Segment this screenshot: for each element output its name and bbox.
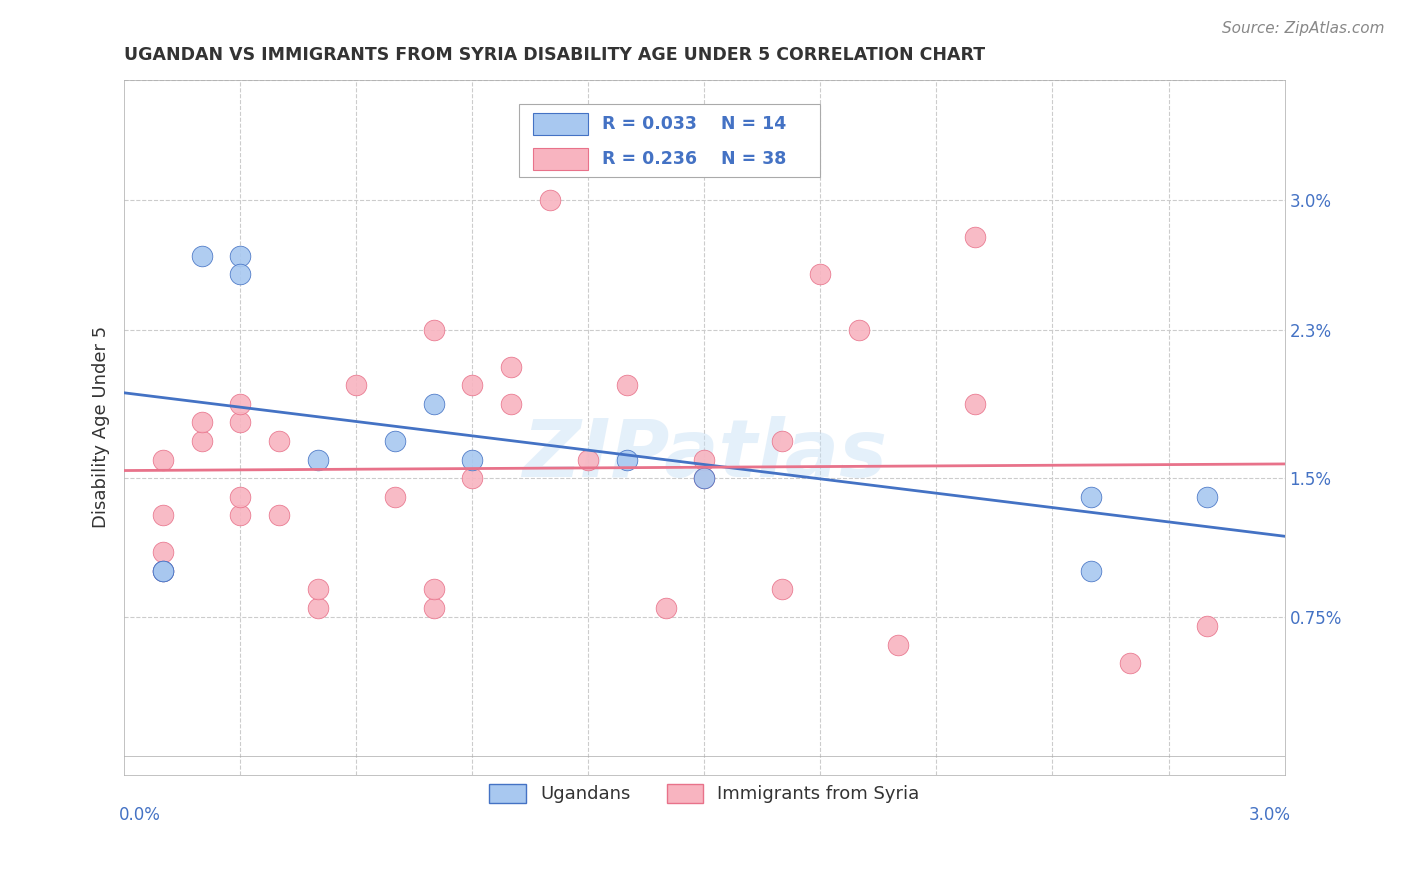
Point [499,359,522,374]
Point [229,267,252,281]
Text: R = 0.033    N = 14: R = 0.033 N = 14 [602,115,786,133]
Point [384,490,406,504]
Point [693,471,716,485]
Point [1119,657,1142,671]
Point [616,378,638,392]
Point [693,471,716,485]
Text: UGANDAN VS IMMIGRANTS FROM SYRIA DISABILITY AGE UNDER 5 CORRELATION CHART: UGANDAN VS IMMIGRANTS FROM SYRIA DISABIL… [124,46,986,64]
Point [770,434,793,448]
Point [616,452,638,467]
Point [1080,564,1102,578]
Point [307,452,329,467]
FancyBboxPatch shape [533,147,588,169]
Point [384,434,406,448]
Point [1197,619,1219,633]
Point [461,471,484,485]
Point [307,600,329,615]
Text: 3.0%: 3.0% [1249,805,1291,824]
Point [152,564,174,578]
Text: Source: ZipAtlas.com: Source: ZipAtlas.com [1222,21,1385,36]
Point [190,249,212,263]
Point [887,638,910,652]
Text: R = 0.236    N = 38: R = 0.236 N = 38 [602,150,786,168]
Point [770,582,793,597]
Point [152,564,174,578]
FancyBboxPatch shape [519,104,821,177]
Point [152,564,174,578]
Point [229,508,252,523]
Y-axis label: Disability Age Under 5: Disability Age Under 5 [93,326,110,528]
Point [229,249,252,263]
Point [267,434,290,448]
Point [307,582,329,597]
Point [693,452,716,467]
Point [654,600,676,615]
Point [190,416,212,430]
Point [1080,490,1102,504]
Point [538,193,561,207]
Point [461,452,484,467]
Point [229,416,252,430]
Point [344,378,367,392]
Point [229,397,252,411]
Point [229,490,252,504]
Point [810,267,832,281]
Point [190,434,212,448]
Point [422,323,444,337]
FancyBboxPatch shape [533,113,588,136]
Point [461,378,484,392]
Point [152,508,174,523]
Point [152,545,174,559]
Point [965,230,987,244]
Text: ZIPatlas: ZIPatlas [522,416,887,494]
Point [848,323,870,337]
Text: 0.0%: 0.0% [118,805,160,824]
Point [422,397,444,411]
Point [422,600,444,615]
Point [152,452,174,467]
Point [499,397,522,411]
Point [422,582,444,597]
Point [965,397,987,411]
Point [1197,490,1219,504]
Legend: Ugandans, Immigrants from Syria: Ugandans, Immigrants from Syria [482,777,927,811]
Point [576,452,599,467]
Point [267,508,290,523]
